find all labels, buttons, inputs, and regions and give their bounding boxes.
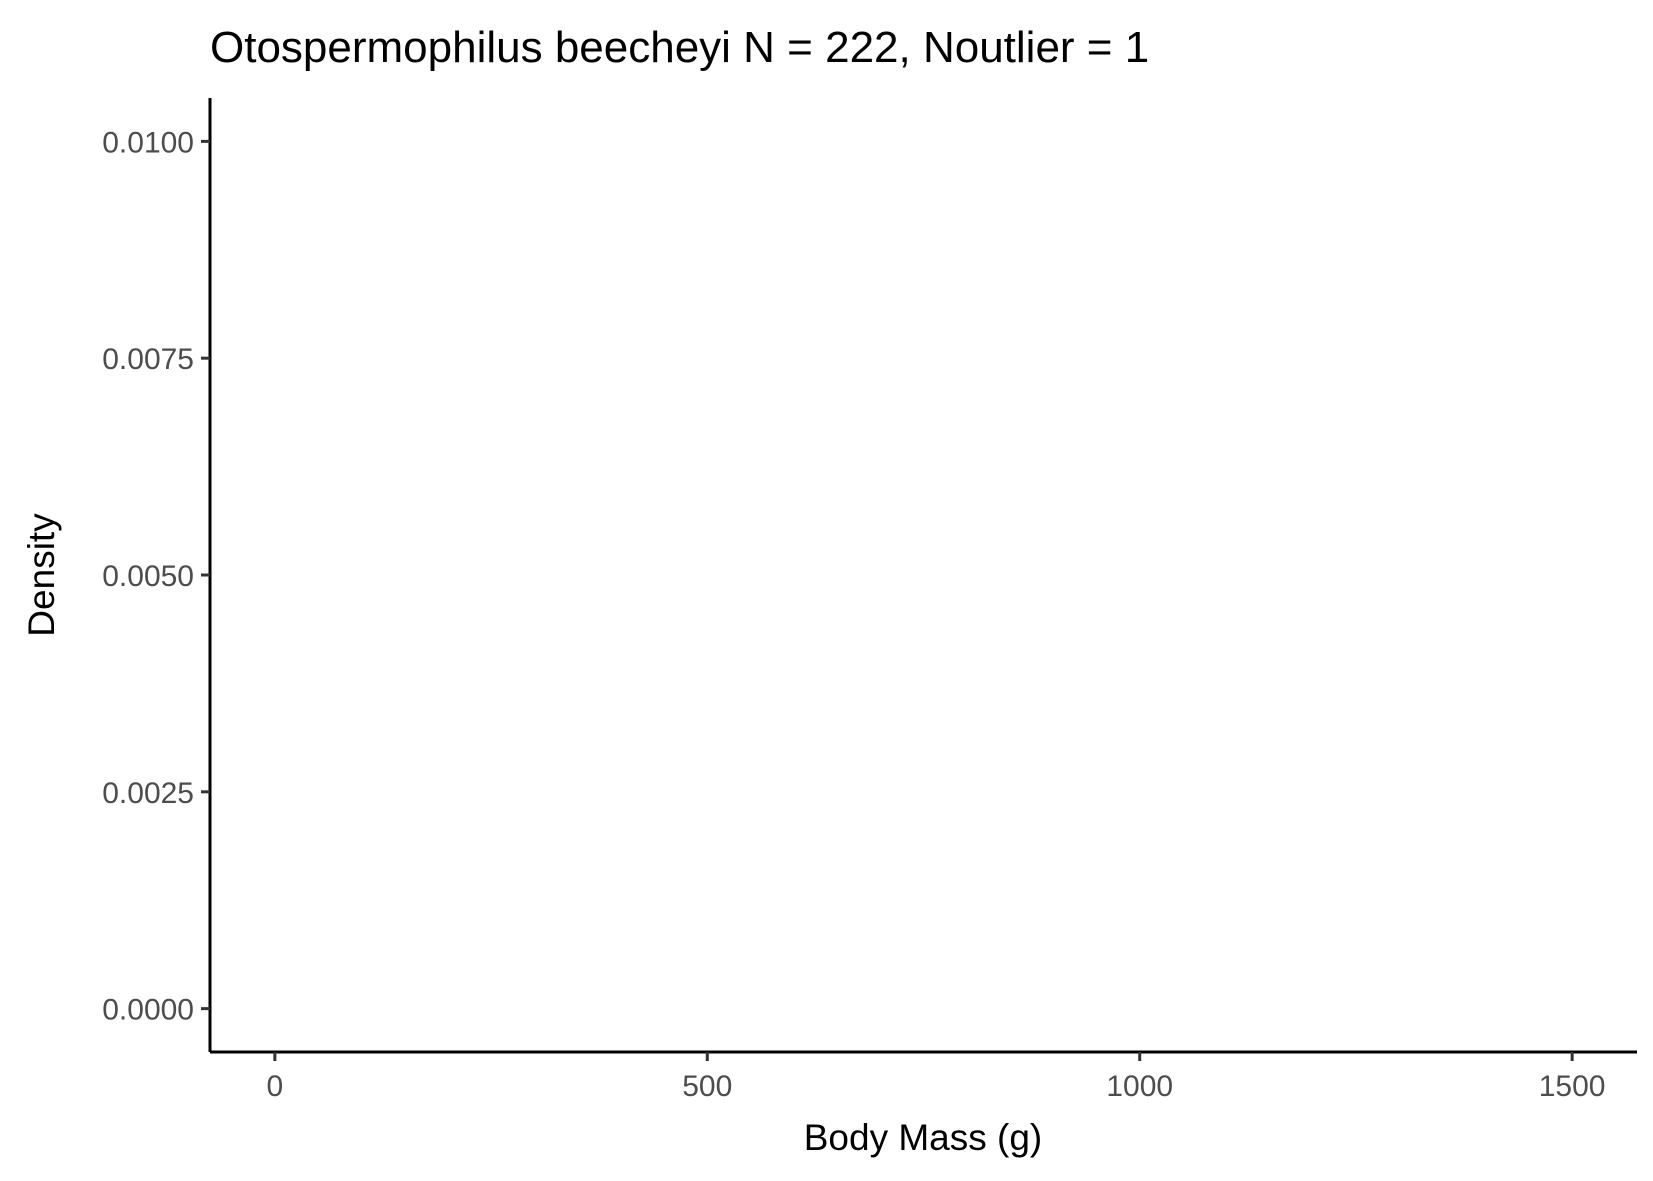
x-axis-ticks: 0 500 1000 1500	[267, 1052, 1606, 1103]
y-tick-label: 0.0050	[102, 560, 194, 593]
y-tick-label: 0.0000	[102, 994, 194, 1027]
x-tick-label: 1500	[1539, 1070, 1606, 1103]
y-tick-label: 0.0075	[102, 343, 194, 376]
x-tick-label: 0	[267, 1070, 284, 1103]
y-tick-label: 0.0025	[102, 777, 194, 810]
y-axis-title: Density	[21, 513, 62, 637]
y-tick-label: 0.0100	[102, 126, 194, 159]
chart-title: Otospermophilus beecheyi N = 222, Noutli…	[210, 23, 1149, 72]
x-axis-title: Body Mass (g)	[804, 1117, 1043, 1158]
x-tick-label: 500	[682, 1070, 732, 1103]
y-axis-ticks: 0.0000 0.0025 0.0050 0.0075 0.0100	[102, 126, 210, 1027]
plot-area: 0.0000 0.0025 0.0050 0.0075 0.0100 0 500 1000 1…	[102, 98, 1637, 1103]
x-tick-label: 1000	[1106, 1070, 1173, 1103]
